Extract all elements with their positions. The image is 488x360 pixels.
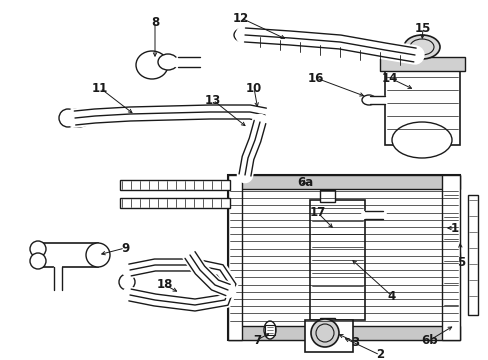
Bar	[120, 180, 229, 190]
Text: 9: 9	[121, 242, 129, 255]
Bar	[264, 325, 274, 335]
Text: 4: 4	[387, 289, 395, 302]
Ellipse shape	[264, 321, 275, 339]
Text: 16: 16	[307, 72, 324, 85]
Text: 13: 13	[204, 94, 221, 107]
Ellipse shape	[64, 109, 92, 127]
Ellipse shape	[119, 274, 135, 290]
Bar	[379, 57, 464, 71]
Bar	[319, 190, 334, 202]
Text: 17: 17	[309, 207, 325, 220]
Bar	[467, 195, 477, 315]
Text: 15: 15	[414, 22, 430, 35]
Bar	[227, 175, 459, 189]
Ellipse shape	[391, 122, 451, 158]
Bar	[251, 106, 265, 120]
Bar	[38, 243, 98, 267]
Ellipse shape	[30, 253, 46, 269]
Text: 18: 18	[157, 279, 173, 292]
Text: 1: 1	[450, 221, 458, 234]
Text: 6b: 6b	[421, 333, 437, 346]
Bar	[384, 65, 459, 145]
Bar	[305, 320, 352, 352]
Bar	[309, 200, 364, 320]
Text: 3: 3	[350, 336, 358, 348]
Text: 12: 12	[232, 12, 248, 24]
Ellipse shape	[310, 319, 338, 347]
Text: 6a: 6a	[296, 175, 312, 189]
Text: 10: 10	[245, 81, 262, 94]
Ellipse shape	[86, 243, 110, 267]
Text: 8: 8	[151, 15, 159, 28]
Text: 5: 5	[456, 256, 464, 269]
Bar	[227, 175, 242, 340]
Text: 14: 14	[381, 72, 397, 85]
Ellipse shape	[403, 35, 439, 59]
Text: 11: 11	[92, 81, 108, 94]
Ellipse shape	[361, 95, 375, 105]
Text: 7: 7	[252, 333, 261, 346]
Ellipse shape	[249, 105, 265, 121]
Ellipse shape	[158, 54, 178, 70]
Bar	[120, 198, 229, 208]
Ellipse shape	[234, 28, 253, 42]
Ellipse shape	[59, 109, 77, 127]
Bar	[441, 175, 459, 340]
Bar	[227, 175, 459, 340]
Ellipse shape	[136, 51, 168, 79]
Ellipse shape	[407, 48, 427, 62]
Ellipse shape	[30, 241, 46, 257]
Bar	[319, 318, 334, 330]
Bar	[227, 326, 459, 340]
Text: 2: 2	[375, 348, 383, 360]
